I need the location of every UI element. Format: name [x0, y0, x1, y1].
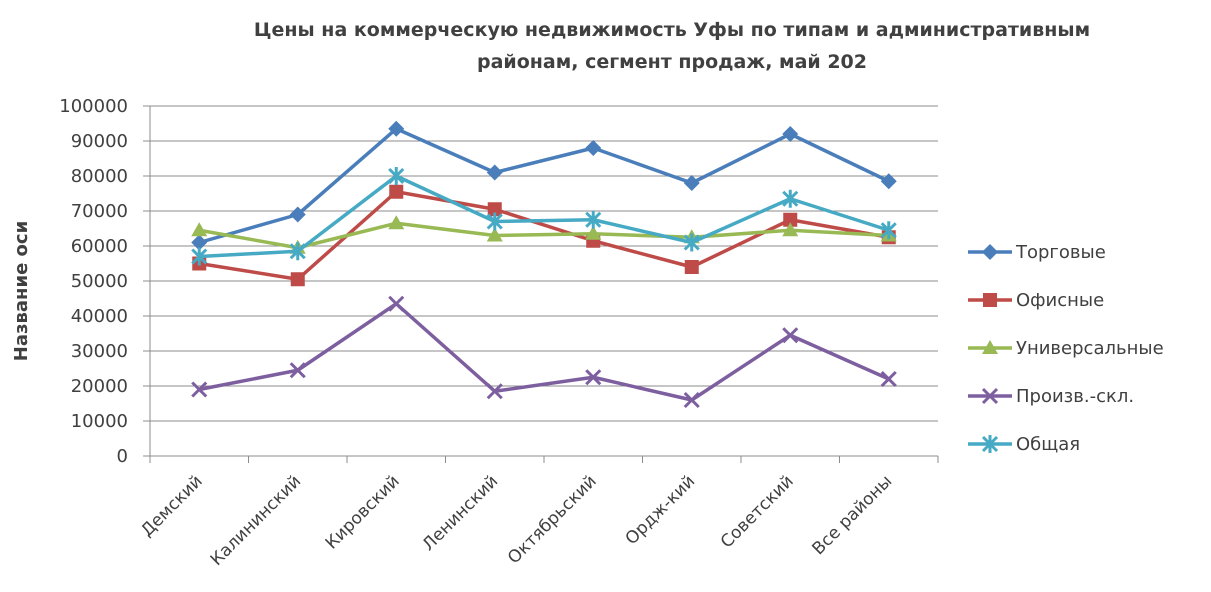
- chart-title-line-2: районам, сегмент продаж, май 202: [477, 51, 867, 73]
- y-tick-label: 20000: [71, 376, 128, 397]
- data-point: [782, 327, 799, 344]
- data-point: [486, 227, 503, 242]
- data-point: [880, 370, 897, 388]
- data-point: [388, 167, 405, 185]
- y-tick-label: 0: [117, 446, 128, 467]
- legend-swatch-marker: [982, 244, 998, 260]
- series-line: [198, 302, 890, 402]
- series-4: [191, 295, 897, 409]
- y-tick-label: 100000: [59, 96, 128, 117]
- series-1: [191, 120, 897, 251]
- data-point: [487, 202, 502, 217]
- x-tick-label: Советский: [717, 471, 798, 552]
- data-point: [486, 383, 503, 400]
- data-point: [585, 225, 602, 240]
- data-point: [782, 126, 799, 142]
- series-line: [198, 190, 890, 281]
- x-tick-labels: Демский Калининский Кировский Ленинский Октя…: [137, 471, 896, 570]
- chart-title-line-1: Цены на коммерческую недвижимость Уфы по…: [254, 19, 1090, 41]
- legend-swatch-marker: [982, 340, 998, 354]
- legend-label: Торговые: [1015, 242, 1106, 263]
- y-tick-label: 60000: [71, 236, 128, 257]
- y-tick-label: 70000: [71, 201, 128, 222]
- series-5: [191, 167, 897, 266]
- legend-item: Офисные: [968, 290, 1104, 311]
- data-point: [388, 295, 405, 312]
- data-point: [684, 260, 699, 274]
- x-tick-label: Ордж-кий: [622, 471, 700, 549]
- series-line: [199, 174, 890, 259]
- legend-label: Общая: [1016, 434, 1080, 455]
- data-point: [191, 234, 208, 251]
- data-point: [289, 206, 306, 223]
- data-point: [683, 233, 700, 252]
- legend: Торговые Офисные Универсальные Произв.-скл.…: [968, 242, 1164, 455]
- data-point: [880, 173, 897, 190]
- y-tick-label: 40000: [71, 306, 128, 327]
- x-tick-label: Демский: [137, 471, 206, 540]
- data-point: [683, 175, 700, 191]
- x-tick-label: Октябрьский: [504, 471, 601, 568]
- legend-swatch-marker: [981, 387, 999, 405]
- x-tick-label: Ленинский: [419, 471, 503, 555]
- y-tick-label: 10000: [71, 411, 128, 432]
- data-point: [683, 391, 700, 409]
- data-point: [389, 184, 404, 199]
- legend-swatch-marker: [981, 435, 999, 453]
- legend-label: Универсальные: [1016, 338, 1164, 359]
- data-point: [486, 212, 503, 231]
- legend-label: Офисные: [1016, 290, 1104, 311]
- y-tick-label: 30000: [71, 341, 128, 362]
- data-point: [880, 221, 897, 240]
- series-lines: [191, 120, 897, 409]
- series-line: [198, 127, 890, 245]
- gridlines: [150, 105, 938, 422]
- x-tick-label: Калининский: [207, 471, 306, 570]
- legend-item: Произв.-скл.: [968, 386, 1134, 407]
- data-point: [290, 272, 305, 287]
- legend-item: Торговые: [968, 242, 1106, 263]
- legend-item: Общая: [968, 434, 1080, 455]
- data-point: [585, 369, 602, 386]
- data-point: [191, 381, 208, 398]
- y-tick-labels: 1000009000080000700006000050000400003000…: [59, 96, 128, 467]
- x-tick-label: Кировский: [322, 471, 404, 553]
- data-point: [486, 164, 503, 181]
- data-point: [783, 212, 798, 227]
- series-line: [198, 221, 889, 250]
- y-tick-label: 90000: [71, 131, 128, 152]
- data-point: [191, 222, 208, 237]
- y-tick-label: 50000: [71, 271, 128, 292]
- y-tick-label: 80000: [71, 166, 128, 187]
- data-point: [782, 189, 799, 208]
- data-point: [289, 242, 306, 261]
- data-point: [388, 120, 405, 137]
- data-point: [289, 362, 306, 379]
- axes: [143, 105, 939, 463]
- data-point: [782, 222, 799, 237]
- legend-label: Произв.-скл.: [1016, 386, 1134, 407]
- data-point: [191, 247, 208, 266]
- legend-item: Универсальные: [968, 338, 1164, 359]
- y-axis-title: Название оси: [11, 221, 32, 361]
- data-point: [585, 140, 602, 156]
- legend-swatch-marker: [983, 293, 997, 307]
- x-tick-label: Все районы: [809, 471, 897, 559]
- data-point: [585, 210, 602, 229]
- data-point: [388, 215, 405, 230]
